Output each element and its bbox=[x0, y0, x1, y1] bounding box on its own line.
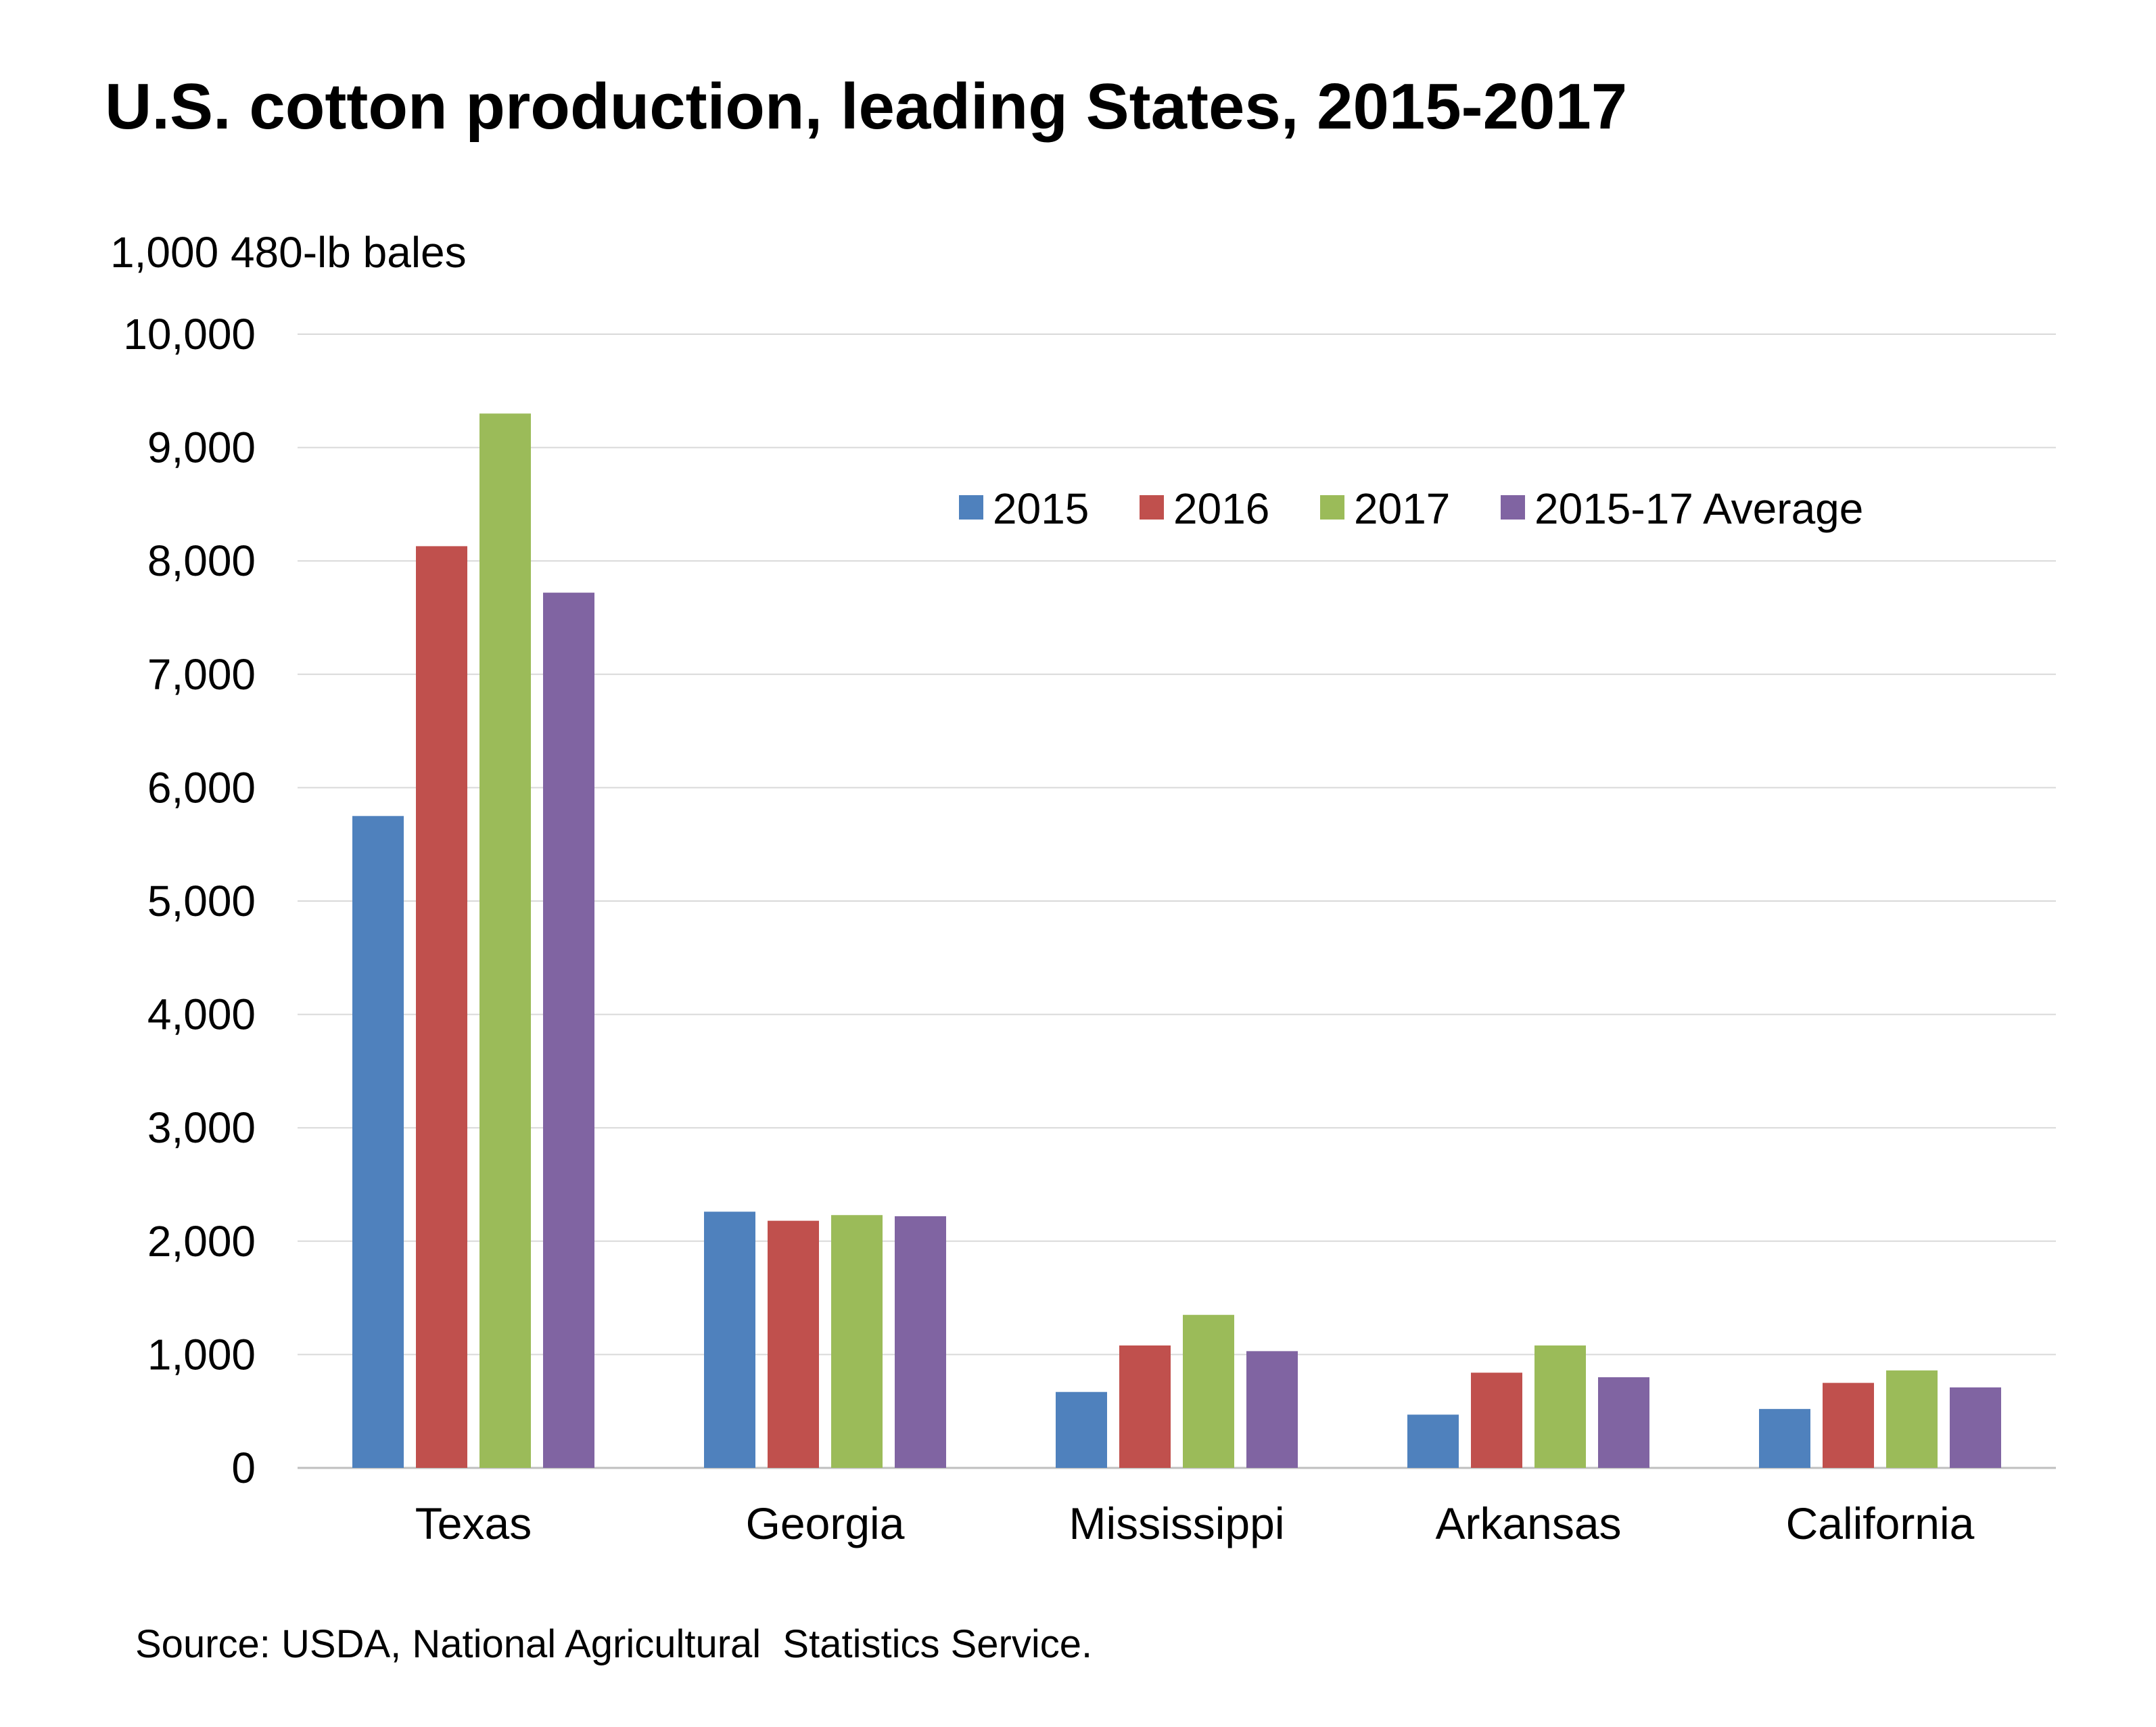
y-tick-label: 6,000 bbox=[147, 763, 256, 812]
x-category-label: California bbox=[1786, 1498, 1975, 1548]
bar-georgia-2016 bbox=[768, 1220, 819, 1468]
bar-california-2017 bbox=[1886, 1370, 1938, 1468]
chart-title: U.S. cotton production, leading States, … bbox=[105, 70, 1627, 143]
bar-mississippi-2016 bbox=[1119, 1345, 1171, 1468]
legend: 2015 2016 2017 2015-17 Average bbox=[959, 484, 1863, 533]
legend-label: 2015 bbox=[993, 484, 1089, 533]
bar-georgia-2017 bbox=[831, 1215, 883, 1468]
bar-arkansas-2016 bbox=[1471, 1373, 1522, 1468]
bar-texas-2015-17-average bbox=[543, 593, 594, 1469]
legend-swatch bbox=[1501, 495, 1525, 520]
bar-mississippi-2015-17-average bbox=[1246, 1351, 1298, 1468]
bar-texas-2015 bbox=[352, 816, 404, 1468]
bar-georgia-2015 bbox=[704, 1212, 755, 1468]
y-axis-unit-label: 1,000 480-lb bales bbox=[110, 228, 467, 277]
bars bbox=[352, 413, 2001, 1469]
legend-swatch bbox=[959, 495, 983, 520]
bar-arkansas-2017 bbox=[1534, 1345, 1586, 1468]
bar-texas-2017 bbox=[479, 413, 531, 1468]
bar-mississippi-2017 bbox=[1183, 1314, 1234, 1468]
bar-california-2016 bbox=[1823, 1383, 1874, 1468]
bar-georgia-2015-17-average bbox=[895, 1216, 946, 1468]
y-tick-label: 8,000 bbox=[147, 536, 256, 585]
y-tick-label: 3,000 bbox=[147, 1103, 256, 1152]
y-tick-label: 0 bbox=[231, 1444, 256, 1492]
legend-swatch bbox=[1320, 495, 1344, 520]
x-axis-categories: Texas Georgia Mississippi Arkansas Californi… bbox=[415, 1498, 1975, 1548]
legend-label: 2015-17 Average bbox=[1534, 484, 1863, 533]
x-category-label: Texas bbox=[415, 1498, 532, 1548]
y-tick-label: 2,000 bbox=[147, 1217, 256, 1266]
legend-label: 2016 bbox=[1173, 484, 1269, 533]
legend-swatch bbox=[1140, 495, 1164, 520]
bar-california-2015 bbox=[1759, 1408, 1810, 1468]
y-axis-ticks: 0 1,000 2,000 3,000 4,000 5,000 6,000 7,000 8,00… bbox=[123, 310, 256, 1492]
x-category-label: Mississippi bbox=[1069, 1498, 1284, 1548]
bar-arkansas-2015 bbox=[1407, 1414, 1459, 1468]
y-tick-label: 7,000 bbox=[147, 650, 256, 699]
y-tick-label: 5,000 bbox=[147, 877, 256, 925]
y-tick-label: 10,000 bbox=[123, 310, 256, 359]
bar-arkansas-2015-17-average bbox=[1598, 1377, 1649, 1468]
x-category-label: Georgia bbox=[746, 1498, 905, 1548]
y-tick-label: 4,000 bbox=[147, 990, 256, 1039]
legend-label: 2017 bbox=[1354, 484, 1450, 533]
bar-texas-2016 bbox=[416, 546, 467, 1468]
y-tick-label: 1,000 bbox=[147, 1330, 256, 1379]
bar-mississippi-2015 bbox=[1056, 1391, 1107, 1468]
x-category-label: Arkansas bbox=[1435, 1498, 1621, 1548]
source-note: Source: USDA, National Agricultural Stat… bbox=[135, 1622, 1092, 1666]
y-tick-label: 9,000 bbox=[147, 423, 256, 472]
bar-california-2015-17-average bbox=[1950, 1387, 2001, 1468]
